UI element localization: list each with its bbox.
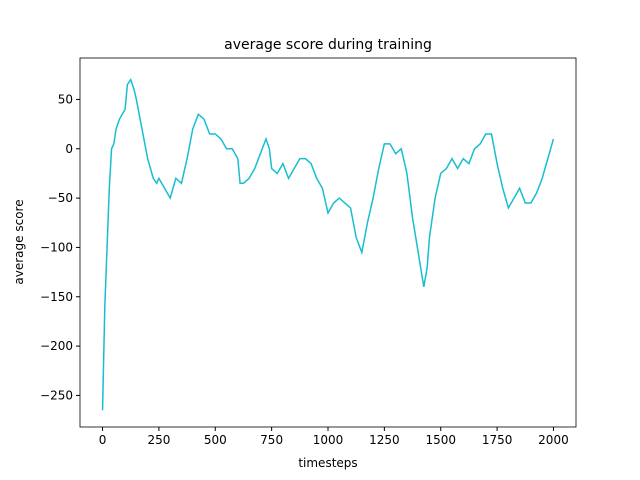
x-tick-label: 0 [99,433,107,447]
y-tick-label: −150 [40,290,73,304]
y-tick-label: −50 [48,191,73,205]
plot-frame [79,57,577,428]
y-tick-label: −200 [40,339,73,353]
y-tick-label: 0 [65,142,73,156]
x-tick-label: 750 [260,433,283,447]
y-tick-label: −250 [40,388,73,402]
x-tick-label: 1250 [369,433,400,447]
chart-title: average score during training [224,37,432,53]
x-tick-label: 2000 [538,433,569,447]
x-tick-label: 1750 [482,433,513,447]
y-axis-label: average score [12,199,26,284]
data-line [101,78,555,411]
y-tick-label: 50 [58,92,73,106]
x-tick-label: 250 [147,433,170,447]
x-tick-label: 1500 [425,433,456,447]
y-tick-label: −100 [40,240,73,254]
x-tick-label: 500 [204,433,227,447]
x-axis-label: timesteps [298,456,357,470]
x-tick-label: 1000 [313,433,344,447]
